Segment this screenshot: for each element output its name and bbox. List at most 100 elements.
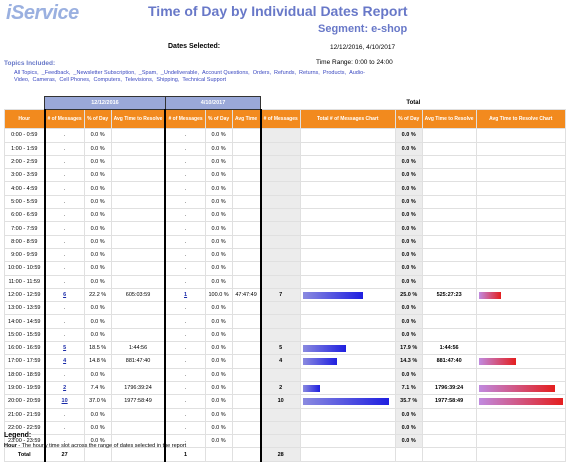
d1-messages-cell: . (43, 301, 85, 316)
table-row: 9:00 - 9:59. 0.0 %. 0.0 % 0.0 % (4, 247, 566, 263)
d1-messages-cell: . (43, 194, 85, 210)
messages-chart-cell (299, 194, 396, 210)
d2-messages-cell: . (164, 301, 206, 316)
hour-cell: 21:00 - 21:59 (4, 407, 45, 422)
total-pct-cell: 0.0 % (394, 128, 423, 143)
time-range: Time Range: 0:00 to 24:00 (316, 59, 393, 66)
table-row: 5:00 - 5:59. 0.0 %. 0.0 % 0.0 % (4, 194, 566, 210)
avg-chart-cell (475, 367, 566, 382)
messages-chart-cell (299, 168, 396, 183)
d2-pct-cell: 0.0 % (204, 314, 233, 329)
total-messages-cell (260, 181, 301, 196)
table-row: 14:00 - 14:59. 0.0 %. 0.0 % 0.0 % (4, 314, 566, 329)
avg-chart-cell (475, 194, 566, 210)
table-row: 11:00 - 11:59. 0.0 %. 0.0 % 0.0 % (4, 274, 566, 289)
d1-messages-cell[interactable]: 6 (43, 287, 85, 303)
d2-avg-cell (231, 154, 262, 170)
messages-chart-cell (299, 221, 396, 236)
d2-messages-cell-link[interactable]: 1 (184, 292, 188, 298)
total-avg-cell (421, 261, 477, 276)
d1-messages-cell[interactable]: 4 (43, 354, 85, 369)
avg-chart-cell (475, 168, 566, 183)
d2-messages-cell: . (164, 128, 206, 143)
hour-cell: 15:00 - 15:59 (4, 327, 45, 343)
messages-chart-cell (299, 274, 396, 289)
total-avg-cell (421, 301, 477, 316)
messages-chart-cell (299, 128, 396, 143)
total-avg-cell (421, 367, 477, 382)
avg-chart-cell (475, 274, 566, 289)
total-pct-cell: 14.3 % (394, 354, 423, 369)
d1-messages-cell-link[interactable]: 6 (63, 292, 67, 298)
messages-bar (302, 344, 346, 352)
messages-chart-cell (299, 287, 396, 303)
total-pct-cell: 0.0 % (394, 247, 423, 263)
d2-messages-cell: . (164, 407, 206, 422)
d1-messages-cell-link[interactable]: 2 (63, 385, 67, 392)
d1-pct-cell: 0.0 % (83, 274, 112, 289)
hour-cell: 0:00 - 0:59 (4, 128, 45, 143)
d1-pct-cell: 0.0 % (83, 128, 112, 143)
avg-chart-cell (475, 181, 566, 196)
d1-avg-cell (110, 194, 167, 210)
d2-messages-cell: . (164, 168, 206, 183)
total-pct-cell: 0.0 % (394, 234, 423, 249)
legend-title: Legend: (4, 432, 32, 439)
d2-messages-cell[interactable]: 1 (164, 287, 206, 303)
d2-pct-cell: 0.0 % (204, 181, 233, 196)
d2-pct-cell: 0.0 % (204, 247, 233, 263)
total-messages-cell (260, 128, 301, 143)
messages-chart-cell (299, 380, 396, 396)
total-messages-cell (260, 261, 301, 276)
hour-cell: 17:00 - 17:59 (4, 354, 45, 369)
col-d1-pct: % of Day (83, 109, 112, 130)
topic-item: All Topics, (14, 70, 39, 76)
col-messages-chart: Total # of Messages Chart (299, 109, 396, 130)
d2-pct-cell: 0.0 % (204, 128, 233, 143)
d2-pct-cell: 0.0 % (204, 380, 233, 396)
d1-messages-cell-link[interactable]: 5 (63, 345, 67, 352)
total-avg-cell: 1977:58:49 (421, 394, 477, 409)
d2-messages-cell: . (164, 420, 206, 436)
messages-chart-cell (299, 407, 396, 422)
d1-messages-cell: . (43, 181, 85, 196)
col-d1-avg: Avg Time to Resolve (110, 109, 167, 130)
d1-messages-cell-link[interactable]: 4 (63, 358, 67, 365)
d1-avg-cell: 605:03:59 (110, 287, 167, 303)
d1-messages-cell: . (43, 221, 85, 236)
d1-messages-cell[interactable]: 5 (43, 341, 85, 356)
total-avg-cell (421, 181, 477, 196)
d1-avg-cell (110, 181, 167, 196)
messages-chart-cell (299, 394, 396, 409)
d2-pct-cell: 0.0 % (204, 154, 233, 170)
topic-item: _Spam, (138, 70, 158, 76)
total-avg-cell: 881:47:40 (421, 354, 477, 369)
messages-chart-cell (299, 181, 396, 196)
d1-messages-cell: . (43, 234, 85, 249)
d2-messages-cell: . (164, 327, 206, 343)
d1-avg-cell: 1:44:56 (110, 341, 167, 356)
col-d2-messages: # of Messages (164, 109, 206, 130)
d2-avg-cell (231, 380, 262, 396)
avg-chart-cell (475, 394, 566, 409)
topic-item: Cell Phones, (59, 76, 91, 83)
d2-avg-cell (231, 301, 262, 316)
total-pct-cell: 0.0 % (394, 154, 423, 170)
d2-avg-cell (231, 367, 262, 382)
d2-pct-cell: 0.0 % (204, 208, 233, 223)
total-pct-cell: 0.0 % (394, 434, 423, 449)
total-pct-cell: 17.9 % (394, 341, 423, 356)
total-messages-cell (260, 247, 301, 263)
segment-label: Segment: e-shop (318, 23, 408, 35)
total-messages-cell (260, 327, 301, 343)
d1-pct-cell: 18.5 % (83, 341, 112, 356)
d1-messages-cell[interactable]: 10 (43, 394, 85, 409)
total-messages-cell (260, 154, 301, 170)
d1-avg-cell: 1796:39:24 (110, 380, 167, 396)
hour-cell: 1:00 - 1:59 (4, 141, 45, 156)
d2-messages-cell: . (164, 354, 206, 369)
d1-messages-cell[interactable]: 2 (43, 380, 85, 396)
d2-pct-cell: 0.0 % (204, 194, 233, 210)
d1-avg-cell (110, 128, 167, 143)
d1-messages-cell-link[interactable]: 10 (61, 398, 68, 405)
